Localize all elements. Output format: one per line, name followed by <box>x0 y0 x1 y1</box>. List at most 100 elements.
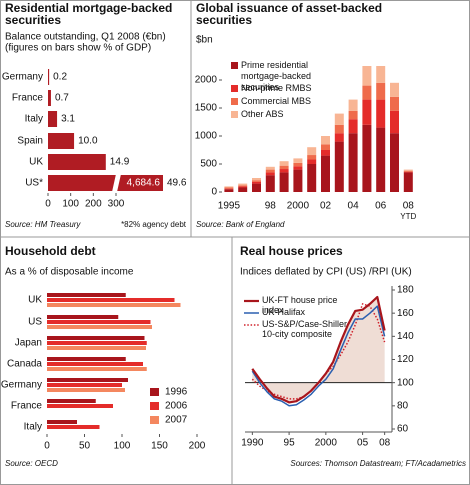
legend-label: Commercial MBS <box>241 96 311 106</box>
bar-segment <box>390 110 399 134</box>
bar-segment <box>293 158 303 163</box>
bar-segment <box>279 165 289 170</box>
x-tick-label: 50 <box>79 441 91 452</box>
bar-segment <box>362 99 372 125</box>
bar-segment <box>390 133 399 192</box>
source: Source: Bank of England <box>196 220 285 229</box>
bar-segment <box>224 186 234 188</box>
legend-swatch <box>150 416 159 424</box>
x-tick-label: 98 <box>265 201 277 212</box>
bar-segment <box>362 85 372 100</box>
chart-title: Residential mortgage-backed securities <box>5 1 172 27</box>
bar-segment <box>390 96 399 111</box>
legend-swatch <box>150 388 159 396</box>
legend-label: UK-FT house price index <box>262 295 337 315</box>
legend-label: UK-Halifax <box>262 307 306 317</box>
bar-segment <box>334 133 344 142</box>
x-tick-label: 200 <box>85 199 102 210</box>
bar <box>47 336 145 340</box>
x-tick-label: 2000 <box>287 201 310 212</box>
bar <box>48 133 75 149</box>
bar-segment <box>252 183 261 192</box>
shaded-area <box>252 296 385 403</box>
bar-segment <box>321 150 330 156</box>
bar <box>48 175 163 191</box>
bar-segment <box>252 180 261 182</box>
legend-label: 2007 <box>165 415 188 426</box>
bar <box>47 346 146 350</box>
bar-segment <box>238 185 248 187</box>
axis-break <box>112 174 121 192</box>
x-tick-label: 0 <box>45 199 51 210</box>
bar-segment <box>403 170 413 172</box>
bar-segment <box>348 99 358 111</box>
bar <box>47 320 151 324</box>
legend-label: Other ABS <box>241 109 284 119</box>
bar-segment <box>403 172 413 192</box>
y-tick-label: 0 <box>211 187 217 198</box>
bar <box>47 378 128 382</box>
x-tick-label: 1995 <box>218 201 241 212</box>
bar-segment <box>224 189 234 192</box>
x-tick-label: 95 <box>284 438 296 449</box>
bar-segment <box>224 188 234 190</box>
category-label: US* <box>25 178 43 189</box>
x-tick-label: 1990 <box>241 438 264 449</box>
legend-swatch <box>231 111 238 118</box>
bar-segment <box>265 166 275 170</box>
x-note: YTD <box>400 212 416 221</box>
category-label: Italy <box>24 422 42 433</box>
annotation: (figures on bars show % of GDP) <box>5 43 151 54</box>
x-tick-label: 0 <box>44 441 50 452</box>
bar <box>47 293 126 297</box>
x-tick-label: 04 <box>348 201 360 212</box>
subtitle: Balance outstanding, Q1 2008 (€bn) <box>5 32 166 43</box>
bar <box>47 315 119 319</box>
bar <box>48 111 58 127</box>
bar-segment <box>279 169 289 173</box>
bar-segment <box>376 82 386 100</box>
x-tick-label: 08 <box>379 438 391 449</box>
y-tick-label: 100 <box>397 377 414 388</box>
source: Source: OECD <box>5 459 58 468</box>
x-tick-label: 06 <box>375 201 387 212</box>
x-tick-label: 05 <box>357 438 369 449</box>
bar <box>47 383 122 387</box>
chart-title: Household debt <box>5 244 96 258</box>
bar-segment <box>265 175 275 192</box>
category-label: Italy <box>25 114 43 125</box>
bar-segment <box>307 155 317 160</box>
y-tick-label: 1500 <box>195 103 218 114</box>
bar-segment <box>403 171 413 173</box>
category-label: Canada <box>7 359 42 370</box>
x-tick-label: 2000 <box>315 438 338 449</box>
legend-label: US-S&P/Case-Shiller 10-city composite <box>262 319 347 339</box>
bar-segment <box>307 159 317 164</box>
y-tick-label: 2000 <box>195 75 218 86</box>
bar-segment <box>265 172 275 176</box>
subtitle: As a % of disposable income <box>5 267 134 278</box>
legend-swatch <box>231 62 238 69</box>
bar <box>47 303 181 307</box>
bar-segment <box>252 178 261 181</box>
bar-segment <box>293 169 303 192</box>
bar <box>47 325 152 329</box>
gdp-label: 3.1 <box>61 114 75 125</box>
x-tick-label: 300 <box>108 199 125 210</box>
category-label: Japan <box>15 338 42 349</box>
category-label: France <box>11 401 43 412</box>
legend-label: 1996 <box>165 387 188 398</box>
legend-label: Non-prime RMBS <box>241 83 312 93</box>
source: Sources: Thomson Datastream; FT/Acadamet… <box>290 459 466 468</box>
note: *82% agency debt <box>121 220 187 229</box>
bar-segment <box>279 172 289 192</box>
category-label: Spain <box>17 136 43 147</box>
chart-title: Global issuance of asset-backed securitie… <box>196 1 382 27</box>
bar <box>47 341 147 345</box>
bar <box>47 298 175 302</box>
bar-segment <box>265 169 275 173</box>
line-series <box>251 303 386 400</box>
bar-segment <box>334 141 344 192</box>
